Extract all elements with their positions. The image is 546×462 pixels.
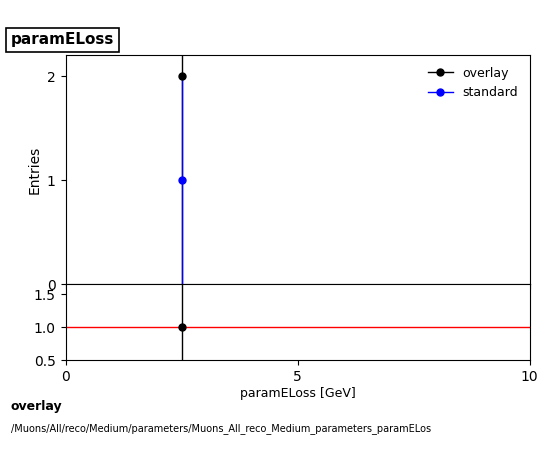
- Y-axis label: Entries: Entries: [27, 146, 41, 194]
- Text: /Muons/All/reco/Medium/parameters/Muons_All_reco_Medium_parameters_paramELos: /Muons/All/reco/Medium/parameters/Muons_…: [11, 423, 431, 434]
- Legend: overlay, standard: overlay, standard: [423, 62, 524, 104]
- X-axis label: paramELoss [GeV]: paramELoss [GeV]: [240, 387, 355, 400]
- Text: paramELoss: paramELoss: [11, 32, 114, 47]
- Text: overlay: overlay: [11, 400, 63, 413]
